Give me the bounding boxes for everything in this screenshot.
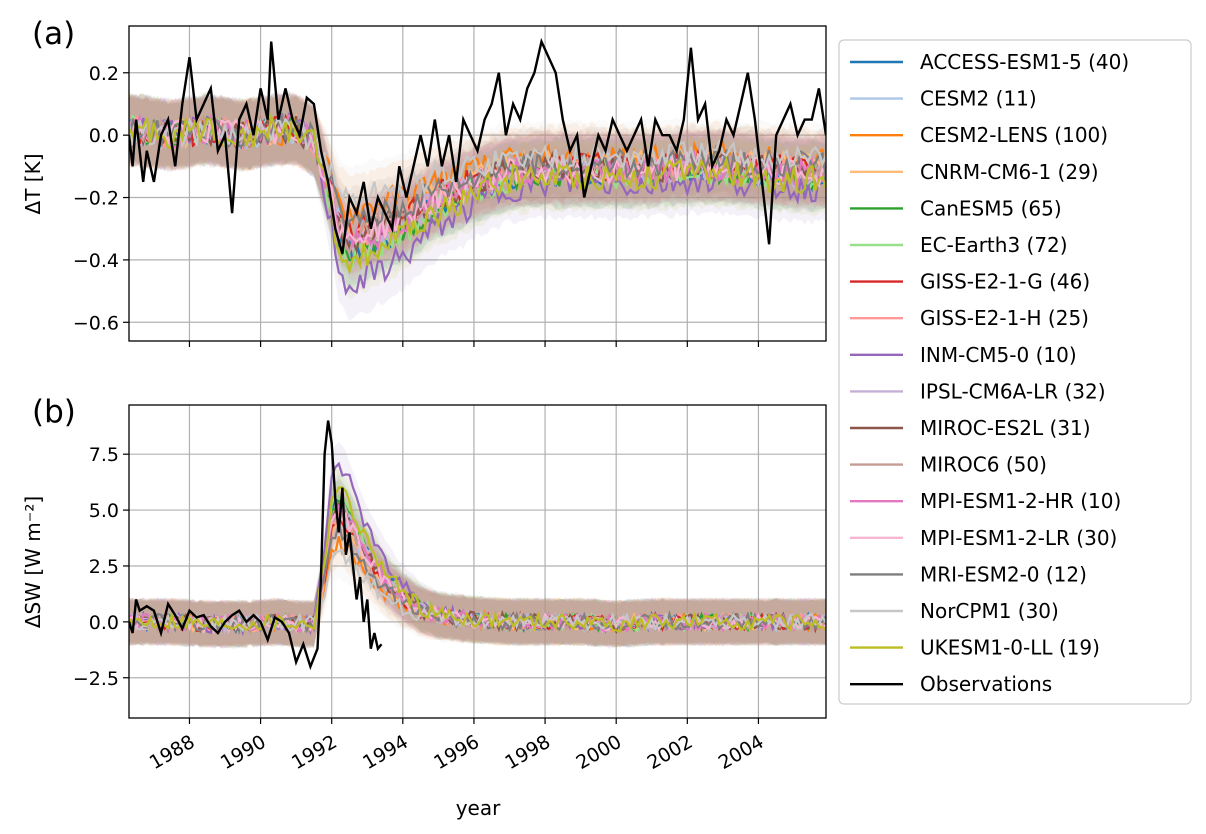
panel-b-spread-band (129, 489, 826, 648)
panel-b-ytick-label: 0.0 (89, 612, 119, 634)
panel-b-ytick-label: 7.5 (89, 444, 119, 466)
legend-entry-label: UKESM1-0-LL (19) (920, 636, 1100, 660)
panel-b-spread-band (129, 481, 826, 649)
panel-b-spread-band (129, 471, 826, 649)
panel-b-spread-band (129, 494, 826, 648)
panel-a-plot: 0.2 0.0 −0.2 −0.4 −0.6 (73, 25, 827, 347)
panel-a-ytick-label: −0.4 (73, 250, 119, 272)
panel-b-spread-band (129, 488, 826, 649)
panel-a-series-line (129, 112, 826, 275)
panel-a-series (129, 37, 826, 321)
legend-entry-label: GISS-E2-1-H (25) (920, 306, 1089, 330)
panel-a-frame (128, 25, 827, 342)
legend-entry-label: CanESM5 (65) (920, 196, 1062, 220)
x-axis-label: year (456, 796, 501, 820)
panel-b-spread-band (129, 474, 826, 649)
legend-entry-label: EC-Earth3 (72) (920, 233, 1068, 257)
legend-entry-label: CESM2 (11) (920, 87, 1037, 111)
panel-b-series-line (129, 486, 826, 634)
panel-b-spread-band (129, 495, 826, 648)
x-tick-label: 1996 (430, 731, 483, 774)
panel-b-frame (128, 404, 827, 719)
x-tick-label: 1990 (217, 731, 270, 774)
legend-entry-label: INM-CM5-0 (10) (920, 343, 1077, 367)
legend-entry-label: IPSL-CM6A-LR (32) (920, 379, 1106, 403)
panel-b-label: (b) (32, 394, 76, 430)
panel-b-spread-band (129, 465, 826, 649)
legend-entry-label: MIROC-ES2L (31) (920, 416, 1091, 440)
panel-b-series (129, 420, 826, 671)
x-tick-label: 1994 (359, 731, 412, 774)
panel-b-observations-line (129, 420, 383, 671)
panel-a-ytick-label: 0.0 (89, 125, 119, 147)
panel-a-ytick-label: −0.2 (73, 188, 119, 210)
legend-entry-label: MPI-ESM1-2-LR (30) (920, 526, 1117, 550)
x-tick-label: 2004 (715, 731, 768, 774)
legend-entry-label: CESM2-LENS (100) (920, 123, 1108, 147)
panel-a-ylabel: ΔT [K] (21, 154, 45, 215)
panel-a-observations-line (129, 37, 826, 255)
legend-frame (838, 39, 1192, 705)
panel-b-spread-band (129, 478, 826, 649)
legend-entry-label: MRI-ESM2-0 (12) (920, 562, 1087, 586)
legend-entry-label: CNRM-CM6-1 (29) (920, 160, 1099, 184)
x-tick-label: 1998 (501, 731, 554, 774)
legend-entry-label: ACCESS-ESM1-5 (40) (920, 50, 1129, 74)
panel-b-ytick-label: −2.5 (73, 668, 119, 690)
panel-b-spread-band (129, 489, 826, 648)
x-tick-label: 1992 (288, 731, 341, 774)
panel-a-ytick-label: −0.6 (73, 312, 119, 334)
x-tick-label: 1988 (146, 731, 199, 774)
legend-entry-label: NorCPM1 (30) (920, 599, 1059, 623)
panel-a-ytick-label: 0.2 (89, 63, 119, 85)
panel-b-ytick-label: 5.0 (89, 500, 119, 522)
panel-b-spread-band (129, 481, 826, 649)
legend-entry-label: MPI-ESM1-2-HR (10) (920, 489, 1121, 513)
x-tick-label: 2002 (644, 731, 697, 774)
panel-b-ylabel: ΔSW [W m⁻²] (21, 496, 45, 628)
panel-b-ytick-label: 2.5 (89, 556, 119, 578)
x-tick-label: 2000 (572, 731, 625, 774)
panel-a-label: (a) (32, 16, 75, 52)
legend-entry-label: Observations (920, 672, 1052, 696)
legend: ACCESS-ESM1-5 (40) CESM2 (11) CESM2-LENS (… (838, 39, 1192, 705)
legend-entry-label: GISS-E2-1-G (46) (920, 270, 1090, 294)
panel-b-spread-band (129, 491, 826, 649)
panel-b-plot: 7.5 5.0 2.5 0.0 −2.5 1988 1990 1992 1994 1996 1998… (73, 404, 827, 774)
legend-entry-label: MIROC6 (50) (920, 453, 1047, 477)
